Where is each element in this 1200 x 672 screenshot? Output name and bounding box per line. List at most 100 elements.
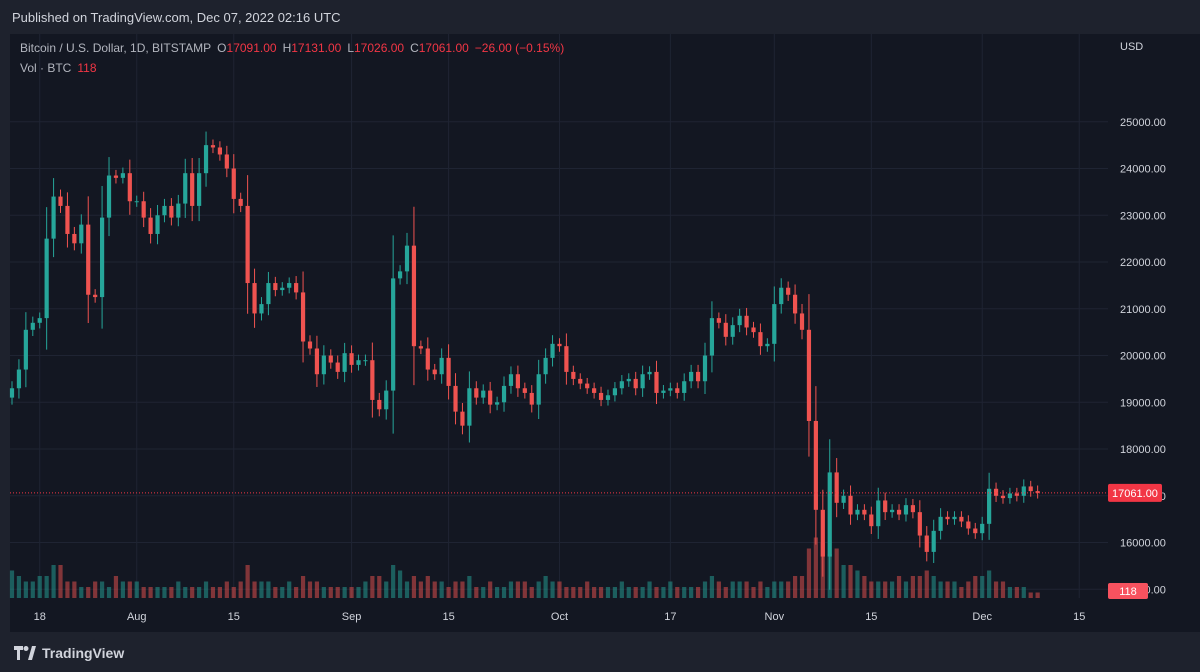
- candle-body: [1014, 493, 1019, 496]
- volume-label: Vol · BTC: [20, 61, 72, 75]
- low-label: L: [347, 41, 354, 55]
- volume-bar: [58, 565, 63, 598]
- candle-body: [1021, 486, 1026, 496]
- volume-bar: [266, 581, 271, 598]
- candle-body: [695, 371, 701, 382]
- candle-body: [197, 173, 202, 206]
- candle-body: [723, 322, 728, 337]
- candle-body: [896, 509, 902, 515]
- volume-bar: [1028, 592, 1033, 598]
- candle-body: [668, 388, 673, 391]
- footer: [0, 632, 1200, 672]
- candle-body: [162, 205, 167, 216]
- candle-body: [862, 509, 867, 515]
- low-value: 17026.00: [354, 41, 405, 55]
- volume-bar: [183, 587, 188, 598]
- volume-bar: [397, 570, 403, 598]
- volume-bar: [169, 587, 174, 598]
- volume-bar: [695, 587, 701, 598]
- candle-body: [931, 530, 936, 552]
- candle-body: [384, 390, 389, 410]
- volume-bar: [557, 581, 562, 598]
- volume-bar: [647, 581, 652, 598]
- candle-body: [820, 509, 825, 557]
- candle-body: [356, 360, 361, 365]
- volume-bar: [744, 581, 749, 598]
- candle-body: [799, 313, 805, 330]
- volume-bar: [855, 570, 860, 598]
- volume-legend[interactable]: Vol · BTC 118: [20, 61, 103, 75]
- volume-bar: [1000, 581, 1006, 598]
- candle-body: [876, 500, 881, 527]
- candle-body: [155, 215, 160, 234]
- volume-bar: [841, 565, 846, 598]
- candle-body: [377, 399, 382, 410]
- volume-bar: [30, 581, 35, 598]
- candle-body: [813, 420, 818, 510]
- y-tick-label: 18000.00: [1120, 444, 1166, 456]
- grid-lines: [10, 34, 1108, 598]
- volume-bar: [779, 581, 784, 598]
- candle-body: [619, 381, 624, 389]
- volume-bar: [813, 537, 818, 598]
- volume-bar: [495, 587, 500, 598]
- candle-body: [890, 509, 895, 513]
- volume-bar: [973, 576, 978, 598]
- candle-body: [134, 201, 139, 203]
- candle-body: [1028, 486, 1033, 492]
- candle-body: [9, 388, 15, 398]
- price-scale[interactable]: [1108, 34, 1200, 632]
- candle-body: [231, 168, 236, 199]
- volume-bar: [737, 581, 742, 598]
- volume-bar: [314, 581, 320, 598]
- y-tick-label: 23000.00: [1120, 210, 1166, 222]
- x-tick-label: Dec: [972, 611, 992, 623]
- candle-body: [806, 329, 812, 421]
- candle-body: [841, 495, 846, 503]
- candle-body: [72, 233, 77, 244]
- tradingview-logo[interactable]: TradingView: [14, 645, 124, 661]
- candle-body: [633, 378, 638, 389]
- volume-bar: [529, 587, 534, 598]
- candle-body: [335, 362, 340, 372]
- volume-bar: [668, 581, 673, 598]
- candle-body: [453, 385, 458, 412]
- candle-body: [966, 521, 971, 529]
- volume-bar: [23, 581, 28, 598]
- volume-bar: [806, 548, 812, 598]
- candle-body: [592, 388, 597, 393]
- candle-body: [224, 154, 229, 169]
- volume-bar: [16, 576, 22, 598]
- candle-body: [640, 374, 645, 389]
- candle-body: [328, 355, 333, 363]
- volume-bar: [439, 581, 444, 598]
- volume-bar: [231, 587, 236, 598]
- x-tick-label: 15: [865, 611, 877, 623]
- candle-body: [605, 395, 611, 400]
- x-tick-label: Oct: [551, 611, 568, 623]
- volume-bar: [162, 587, 167, 598]
- volume-bar: [245, 565, 250, 598]
- candle-body: [585, 383, 590, 389]
- volume-bar: [640, 587, 645, 598]
- close-label: C: [410, 41, 419, 55]
- candle-body: [938, 516, 943, 531]
- change-value: −26.00 (−0.15%): [474, 41, 565, 55]
- candle-body: [661, 390, 666, 393]
- symbol-legend[interactable]: Bitcoin / U.S. Dollar, 1D, BITSTAMP O1709…: [20, 41, 570, 55]
- high-label: H: [282, 41, 292, 55]
- last-volume-tag: [1108, 583, 1148, 599]
- candle-body: [252, 283, 257, 314]
- y-tick-label: 19000.00: [1120, 397, 1166, 409]
- candle-body: [86, 224, 91, 295]
- volume-bar: [758, 581, 763, 598]
- volume-bar: [176, 581, 181, 598]
- candle-body: [945, 516, 950, 520]
- candle-body: [287, 283, 292, 288]
- candle-body: [58, 196, 63, 206]
- candle-body: [758, 332, 763, 347]
- volume-bar: [751, 587, 756, 598]
- volume-bar: [300, 576, 306, 598]
- candle-body: [280, 287, 285, 291]
- volume-bar: [411, 576, 417, 598]
